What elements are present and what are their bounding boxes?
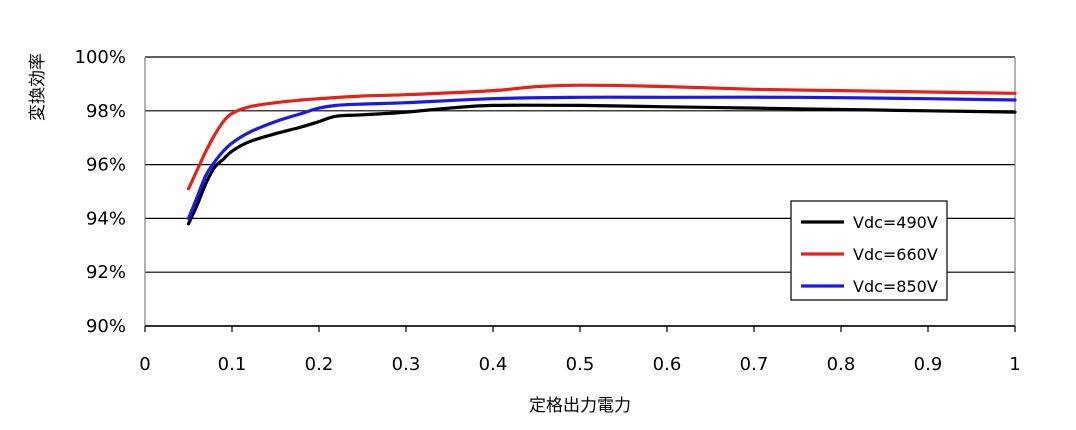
x-tick-label: 1 [1009,354,1020,375]
legend-label: Vdc=850V [853,277,938,296]
legend-label: Vdc=660V [853,245,938,264]
y-tick-label: 96% [86,155,126,176]
legend: Vdc=490V Vdc=660V Vdc=850V [790,200,948,301]
series-line-1 [186,83,1017,191]
x-tick-label: 0.6 [653,354,682,375]
y-axis-ticks: 90% 92% 94% 96% 98% 100% [75,47,126,337]
x-tick-label: 0.3 [392,354,421,375]
x-tick-label: 0.2 [305,354,334,375]
x-tick-label: 0.5 [566,354,595,375]
series-line-2 [186,95,1017,220]
legend-label: Vdc=490V [853,213,938,232]
y-tick-label: 92% [86,262,126,283]
y-tick-label: 94% [86,208,126,229]
y-tick-label: 90% [86,316,126,337]
y-axis-title: 変換効率 [28,53,48,121]
series-layer [186,83,1017,226]
x-axis-title: 定格出力電力 [529,396,631,416]
y-tick-label: 98% [86,101,126,122]
legend-box [790,200,948,301]
x-tick-label: 0.9 [914,354,943,375]
x-tick-label: 0.1 [218,354,247,375]
x-tick-label: 0.4 [479,354,508,375]
y-tick-label: 100% [75,47,126,68]
x-tick-label: 0.7 [740,354,769,375]
x-axis-ticks: 0 0.1 0.2 0.3 0.4 0.5 0.6 0.7 0.8 0.9 1 [139,326,1021,375]
x-tick-label: 0 [139,354,150,375]
series-line-0 [186,103,1017,226]
x-tick-label: 0.8 [827,354,856,375]
